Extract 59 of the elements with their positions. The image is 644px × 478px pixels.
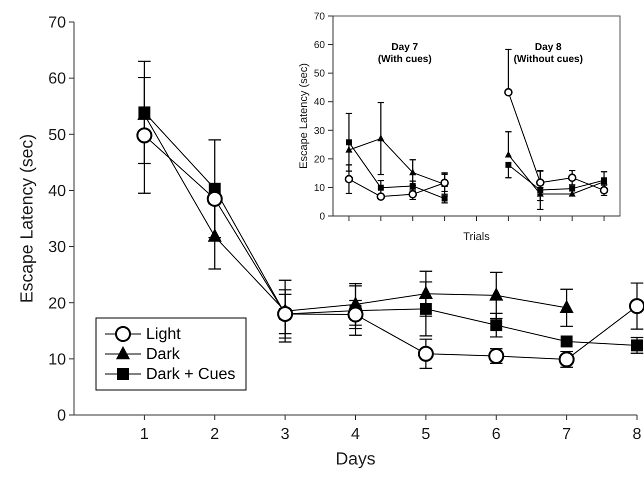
x-tick-label: 5 <box>421 426 430 443</box>
point <box>346 139 352 146</box>
point <box>505 162 512 168</box>
y-tick-label: 0 <box>319 212 326 222</box>
point <box>560 336 573 348</box>
x-tick-label: 7 <box>562 426 572 443</box>
y-tick-label: 30 <box>48 239 66 256</box>
point <box>344 174 354 184</box>
y-tick-label: 40 <box>314 97 326 108</box>
point <box>629 298 644 314</box>
legend-label: Dark <box>146 346 181 363</box>
point <box>418 286 433 299</box>
point <box>378 184 384 191</box>
legend-label: Light <box>146 326 182 343</box>
y-tick-label: 10 <box>314 182 326 194</box>
y-tick-label: 60 <box>314 40 326 52</box>
point <box>569 186 576 192</box>
point <box>208 228 222 242</box>
annotation: Day 8 (Without cues) <box>514 42 583 65</box>
x-tick-label: 3 <box>280 426 290 443</box>
point <box>345 146 352 153</box>
point <box>418 346 434 362</box>
x-tick-label: 8 <box>632 426 642 443</box>
y-tick-label: 0 <box>57 408 66 425</box>
point <box>206 190 223 207</box>
x-tick-label: 6 <box>492 426 501 443</box>
x-axis-title: Days <box>335 448 376 469</box>
point <box>504 150 512 158</box>
point <box>348 306 364 323</box>
point <box>568 173 576 182</box>
x-tick-label: 1 <box>140 426 149 443</box>
point <box>136 127 152 144</box>
y-tick-label: 70 <box>48 14 66 32</box>
x-axis-title: Trials <box>463 231 490 243</box>
point <box>377 134 384 142</box>
point <box>409 168 416 176</box>
y-tick-label: 60 <box>48 70 66 88</box>
point <box>504 88 513 97</box>
annotation: Day 7 (With cues) <box>378 42 432 65</box>
point <box>560 300 574 314</box>
y-tick-label: 40 <box>48 183 66 200</box>
point <box>489 287 504 301</box>
y-tick-label: 70 <box>314 12 326 22</box>
y-tick-label: 20 <box>48 295 66 312</box>
x-tick-label: 4 <box>351 426 360 443</box>
point <box>536 178 545 187</box>
y-tick-label: 10 <box>48 351 66 368</box>
y-tick-label: 20 <box>314 154 326 166</box>
point <box>420 302 432 315</box>
point <box>490 319 502 332</box>
y-axis-title: Escape Latency (sec) <box>298 63 310 169</box>
x-tick-label: 2 <box>210 426 220 443</box>
y-tick-label: 50 <box>48 126 66 144</box>
legend-label: Dark + Cues <box>146 366 236 383</box>
y-axis-title: Escape Latency (sec) <box>16 134 36 304</box>
y-tick-label: 30 <box>314 126 326 137</box>
point <box>376 192 386 201</box>
y-tick-label: 50 <box>314 68 326 80</box>
point <box>277 306 294 322</box>
